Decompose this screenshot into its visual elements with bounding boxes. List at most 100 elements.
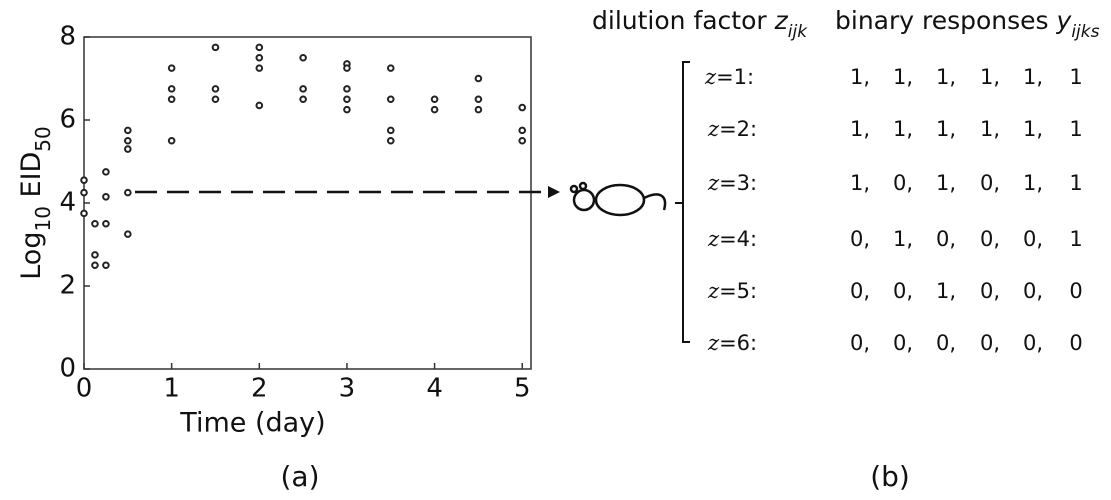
y-tick-label: 2 — [59, 271, 76, 301]
data-point — [167, 136, 176, 145]
y-tick-label: 8 — [59, 22, 76, 52]
data-point — [430, 95, 439, 104]
response: 0, — [980, 279, 1000, 303]
data-point — [518, 136, 527, 145]
data-point — [124, 136, 132, 145]
header-part: binary responses — [835, 6, 1057, 35]
row-variable: z — [707, 117, 720, 141]
y-axis-label: Log10 EID50 — [16, 126, 55, 280]
response: 1, — [1023, 117, 1043, 141]
row-variable: z — [707, 279, 720, 303]
y-tick-label: 0 — [59, 354, 76, 384]
response: 1, — [1023, 65, 1043, 89]
y-axis-label-part: 50 — [31, 126, 55, 151]
y-axis-label-part: 10 — [31, 206, 55, 231]
y-tick-label: 6 — [59, 105, 76, 135]
data-point — [80, 176, 88, 184]
panel-label: (a) — [280, 460, 319, 493]
row-label: z=4: — [707, 227, 757, 252]
response: 1, — [850, 171, 870, 195]
response: 1 — [1069, 65, 1082, 89]
data-point — [80, 209, 88, 218]
x-axis-label: Time (day) — [179, 408, 325, 439]
x-tick-label: 3 — [339, 374, 356, 404]
response: 0, — [1023, 279, 1043, 303]
header-text: dilution factor zijk — [592, 6, 808, 42]
data-point — [299, 85, 307, 93]
mouse-body — [594, 183, 646, 217]
data-point — [80, 188, 88, 197]
row-label-text: =5: — [719, 279, 757, 303]
data-point — [124, 126, 132, 135]
response: 0, — [850, 279, 870, 303]
data-point — [518, 126, 527, 135]
response: 0 — [1069, 279, 1082, 303]
y-axis-label-part: EID — [16, 152, 47, 206]
data-point — [386, 95, 395, 104]
response: 1, — [980, 117, 1000, 141]
data-point — [91, 251, 99, 259]
row-label-text: =1: — [716, 65, 754, 89]
arrow-head — [548, 186, 560, 198]
x-tick-label: 2 — [251, 374, 268, 404]
response: 0 — [1069, 331, 1082, 355]
header-part: z — [774, 6, 789, 35]
response: 1, — [980, 65, 1000, 89]
data-point — [255, 53, 264, 62]
data-point — [124, 145, 132, 153]
mouse-ear — [569, 184, 579, 194]
response: 0, — [980, 227, 1000, 251]
data-point — [102, 168, 110, 176]
row-label: z=5: — [707, 279, 757, 304]
data-point — [343, 95, 351, 104]
response: 0, — [893, 171, 913, 195]
response: 0, — [893, 331, 913, 355]
data-point — [91, 219, 99, 228]
header-part: ijk — [788, 22, 808, 42]
data-point — [167, 85, 176, 93]
header-part: y — [1056, 6, 1073, 35]
mouse-ear — [578, 181, 588, 191]
data-point — [255, 64, 264, 72]
data-point — [167, 64, 176, 72]
data-point — [343, 85, 351, 93]
data-point — [430, 105, 439, 114]
response: 1, — [850, 117, 870, 141]
data-point — [474, 95, 483, 104]
row-label: z=2: — [707, 117, 757, 142]
mouse-head — [572, 188, 596, 212]
response: 1, — [893, 227, 913, 251]
response: 0, — [980, 331, 1000, 355]
response: 1, — [893, 117, 913, 141]
response: 1, — [893, 65, 913, 89]
row-variable: z — [704, 65, 717, 89]
data-point — [299, 53, 307, 62]
data-point — [102, 261, 110, 270]
data-point — [211, 95, 220, 104]
response: 0, — [980, 171, 1000, 195]
x-tick-label: 5 — [514, 374, 531, 404]
row-label-text: =6: — [719, 331, 757, 355]
data-point — [474, 105, 483, 114]
data-point — [343, 64, 351, 72]
data-point — [518, 103, 527, 112]
panel-label: (b) — [870, 460, 910, 493]
data-point — [386, 126, 395, 135]
response: 0, — [850, 227, 870, 251]
data-point — [255, 43, 264, 52]
response: 1, — [850, 65, 870, 89]
x-tick-label: 4 — [426, 374, 443, 404]
mouse-icon — [569, 181, 667, 217]
data-point — [211, 85, 220, 93]
response: 1 — [1069, 171, 1082, 195]
row-variable: z — [707, 331, 720, 355]
row-label-text: =4: — [719, 227, 757, 251]
response: 0, — [850, 331, 870, 355]
row-label-text: =2: — [719, 117, 757, 141]
response: 1 — [1069, 227, 1082, 251]
row-label-text: =3: — [719, 171, 757, 195]
response: 1, — [936, 171, 956, 195]
header-part: ijks — [1071, 22, 1099, 42]
